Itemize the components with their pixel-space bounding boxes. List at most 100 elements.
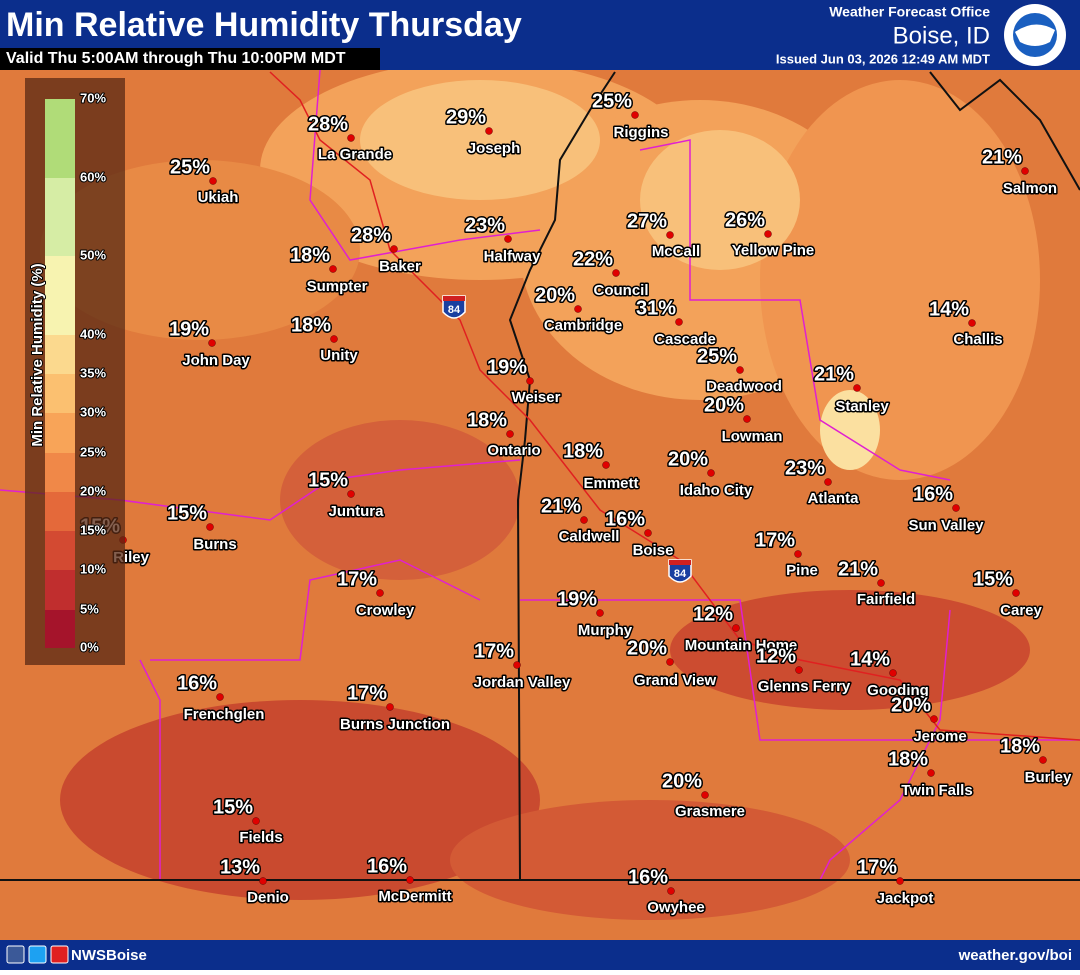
facebook-icon[interactable]: [6, 945, 25, 964]
city-value: 18%: [1000, 735, 1040, 757]
city-name: Weiser: [512, 389, 561, 406]
city-value: 31%: [636, 297, 676, 319]
legend-label: 35%: [80, 365, 106, 380]
title: Min Relative Humidity Thursday: [6, 6, 522, 44]
shield-top: [443, 296, 465, 301]
city-value: 23%: [785, 457, 825, 479]
city-name: Twin Falls: [901, 782, 972, 799]
city-name: Carey: [1000, 602, 1042, 619]
city-name: Salmon: [1003, 180, 1057, 197]
city-name: Jackpot: [877, 890, 934, 907]
city-dot: [259, 877, 267, 885]
city-dot: [1012, 589, 1020, 597]
city-name: Caldwell: [559, 528, 620, 545]
city-name: Sun Valley: [908, 517, 984, 534]
city-name: La Grande: [318, 146, 392, 163]
youtube-icon[interactable]: [50, 945, 69, 964]
city-value: 19%: [557, 588, 597, 610]
city-dot: [216, 693, 224, 701]
city-name: Glenns Ferry: [758, 678, 851, 695]
legend-label: 0%: [80, 639, 99, 654]
city-name: Burns Junction: [340, 716, 450, 733]
legend-swatch: [45, 570, 75, 610]
legend-swatch: [45, 453, 75, 492]
city-labels: 28% La Grande 29% Joseph 25% Riggins 21% Salmon…: [78, 89, 1073, 918]
city-name: Stanley: [835, 398, 889, 415]
city-name: Denio: [247, 889, 289, 906]
city-name: Council: [594, 282, 649, 299]
city-value: 20%: [668, 448, 708, 470]
city-value: 17%: [755, 529, 795, 551]
legend: Min Relative Humidity (%) 70% 60% 50% 40% 35…: [25, 78, 125, 665]
city-value: 21%: [982, 146, 1022, 168]
twitter-icon[interactable]: [28, 945, 47, 964]
legend-label: 5%: [80, 601, 99, 616]
city-value: 20%: [627, 637, 667, 659]
city-value: 21%: [541, 495, 581, 517]
legend-swatch: [45, 374, 75, 413]
city-dot: [927, 769, 935, 777]
city-value: 15%: [167, 502, 207, 524]
city-value: 21%: [814, 363, 854, 385]
legend-label: 25%: [80, 444, 106, 459]
legend-swatch: [45, 256, 75, 335]
city-name: Baker: [379, 258, 421, 275]
city-value: 15%: [213, 796, 253, 818]
city-name: Lowman: [722, 428, 783, 445]
legend-label: 20%: [80, 483, 106, 498]
city-dot: [889, 669, 897, 677]
city-dot: [930, 715, 938, 723]
city-value: 22%: [573, 248, 613, 270]
city-dot: [666, 231, 674, 239]
city-value: 19%: [169, 318, 209, 340]
city-value: 20%: [662, 770, 702, 792]
city-dot: [386, 703, 394, 711]
city-dot: [743, 415, 751, 423]
city-dot: [526, 377, 534, 385]
shield-top: [669, 560, 691, 565]
city-name: Challis: [953, 331, 1002, 348]
city-value: 18%: [467, 409, 507, 431]
city-dot: [406, 876, 414, 884]
city-dot: [666, 658, 674, 666]
city-name: Gooding: [867, 682, 929, 699]
city-value: 21%: [838, 558, 878, 580]
city-value: 29%: [446, 106, 486, 128]
city-value: 17%: [347, 682, 387, 704]
website[interactable]: weather.gov/boi: [958, 947, 1072, 964]
city-name: Joseph: [468, 140, 521, 157]
city-value: 25%: [592, 90, 632, 112]
city-name: Fairfield: [857, 591, 915, 608]
subtitle: Valid Thu 5:00AM through Thu 10:00PM MDT: [6, 50, 346, 67]
city-name: John Day: [182, 352, 250, 369]
location: Boise, ID: [893, 22, 990, 49]
legend-label: 50%: [80, 247, 106, 262]
legend-swatch: [45, 610, 75, 648]
city-name: Mountain Home: [685, 637, 798, 654]
city-dot: [206, 523, 214, 531]
city-name: Grand View: [634, 672, 717, 689]
legend-label: 30%: [80, 404, 106, 419]
city-value: 23%: [465, 214, 505, 236]
city-dot: [952, 504, 960, 512]
city-value: 28%: [351, 224, 391, 246]
footer-band: [0, 940, 1080, 970]
city-value: 14%: [850, 648, 890, 670]
interstate-route: [269, 71, 1080, 741]
city-value: 16%: [628, 866, 668, 888]
city-name: Burns: [193, 536, 236, 553]
city-name: Cambridge: [544, 317, 622, 334]
city-dot: [1039, 756, 1047, 764]
city-value: 27%: [627, 210, 667, 232]
city-name: Owyhee: [647, 899, 705, 916]
city-value: 28%: [308, 113, 348, 135]
city-dot: [329, 265, 337, 273]
city-value: 12%: [756, 645, 796, 667]
legend-swatch: [45, 492, 75, 531]
legend-labels: 70% 60% 50% 40% 35% 30% 25% 20% 15% 10% 5% 0%: [79, 89, 107, 655]
legend-swatch: [45, 99, 75, 178]
city-dot: [764, 230, 772, 238]
city-dot: [968, 319, 976, 327]
city-value: 16%: [177, 672, 217, 694]
social-handle[interactable]: NWSBoise: [71, 947, 147, 964]
